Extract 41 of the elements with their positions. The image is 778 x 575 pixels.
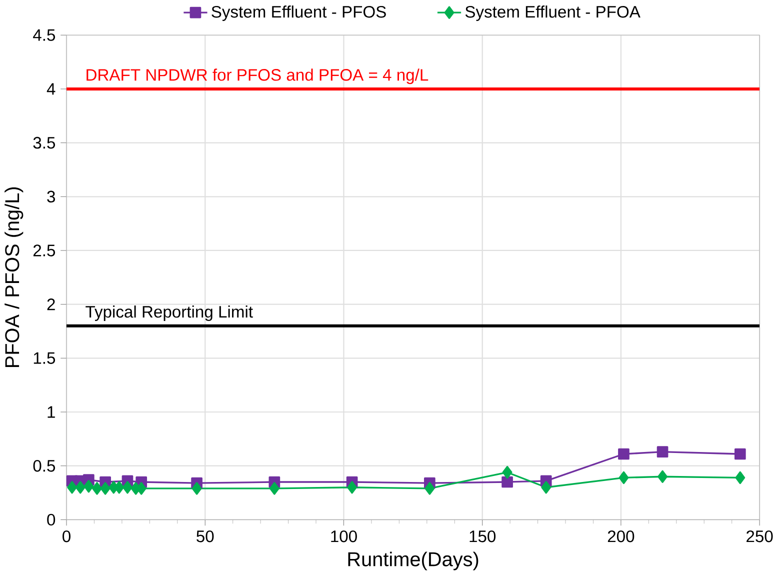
y-tick-label: 0 bbox=[47, 514, 56, 526]
ref-line-label: DRAFT NPDWR for PFOS and PFOA = 4 ng/L bbox=[86, 68, 428, 84]
point bbox=[656, 446, 668, 458]
point bbox=[84, 480, 94, 493]
x-tick-label: 50 bbox=[196, 530, 214, 542]
point bbox=[75, 481, 86, 494]
y-tick-label: 1 bbox=[48, 406, 55, 418]
ref-line-label: Typical Reporting Limit bbox=[86, 306, 253, 322]
point bbox=[100, 482, 110, 495]
x-axis-title: Runtime(Days) bbox=[348, 552, 478, 570]
y-tick-label: 2.5 bbox=[33, 244, 56, 256]
y-tick-label: 2 bbox=[47, 298, 55, 310]
point bbox=[347, 481, 358, 494]
y-tick-label: 4.5 bbox=[33, 29, 56, 41]
point bbox=[122, 481, 132, 494]
y-tick-label: 1.5 bbox=[34, 352, 56, 364]
point bbox=[618, 448, 630, 460]
y-axis-title: PFOA / PFOS (ng/L) bbox=[4, 187, 24, 368]
x-tick-label: 250 bbox=[746, 530, 773, 542]
point bbox=[502, 466, 512, 479]
point bbox=[541, 481, 552, 494]
point bbox=[618, 471, 629, 484]
point bbox=[67, 481, 78, 494]
legend-label: System Effluent - PFOA bbox=[465, 6, 640, 22]
point bbox=[192, 482, 202, 495]
y-tick-label: 4 bbox=[46, 83, 56, 95]
x-tick-label: 150 bbox=[470, 530, 496, 542]
point bbox=[269, 482, 280, 495]
y-tick-label: 3.5 bbox=[33, 136, 56, 149]
point bbox=[658, 470, 668, 484]
x-tick-label: 100 bbox=[331, 530, 357, 542]
point bbox=[92, 482, 102, 495]
x-tick-label: 200 bbox=[608, 530, 634, 542]
point bbox=[734, 448, 746, 460]
y-tick-label: 0.5 bbox=[33, 460, 56, 472]
point bbox=[502, 476, 513, 488]
x-tick-label: 0 bbox=[62, 530, 70, 542]
y-tick-label: 3 bbox=[47, 190, 55, 203]
point bbox=[424, 482, 435, 495]
point bbox=[735, 471, 746, 484]
legend-label: System Effluent - PFOS bbox=[212, 6, 386, 22]
